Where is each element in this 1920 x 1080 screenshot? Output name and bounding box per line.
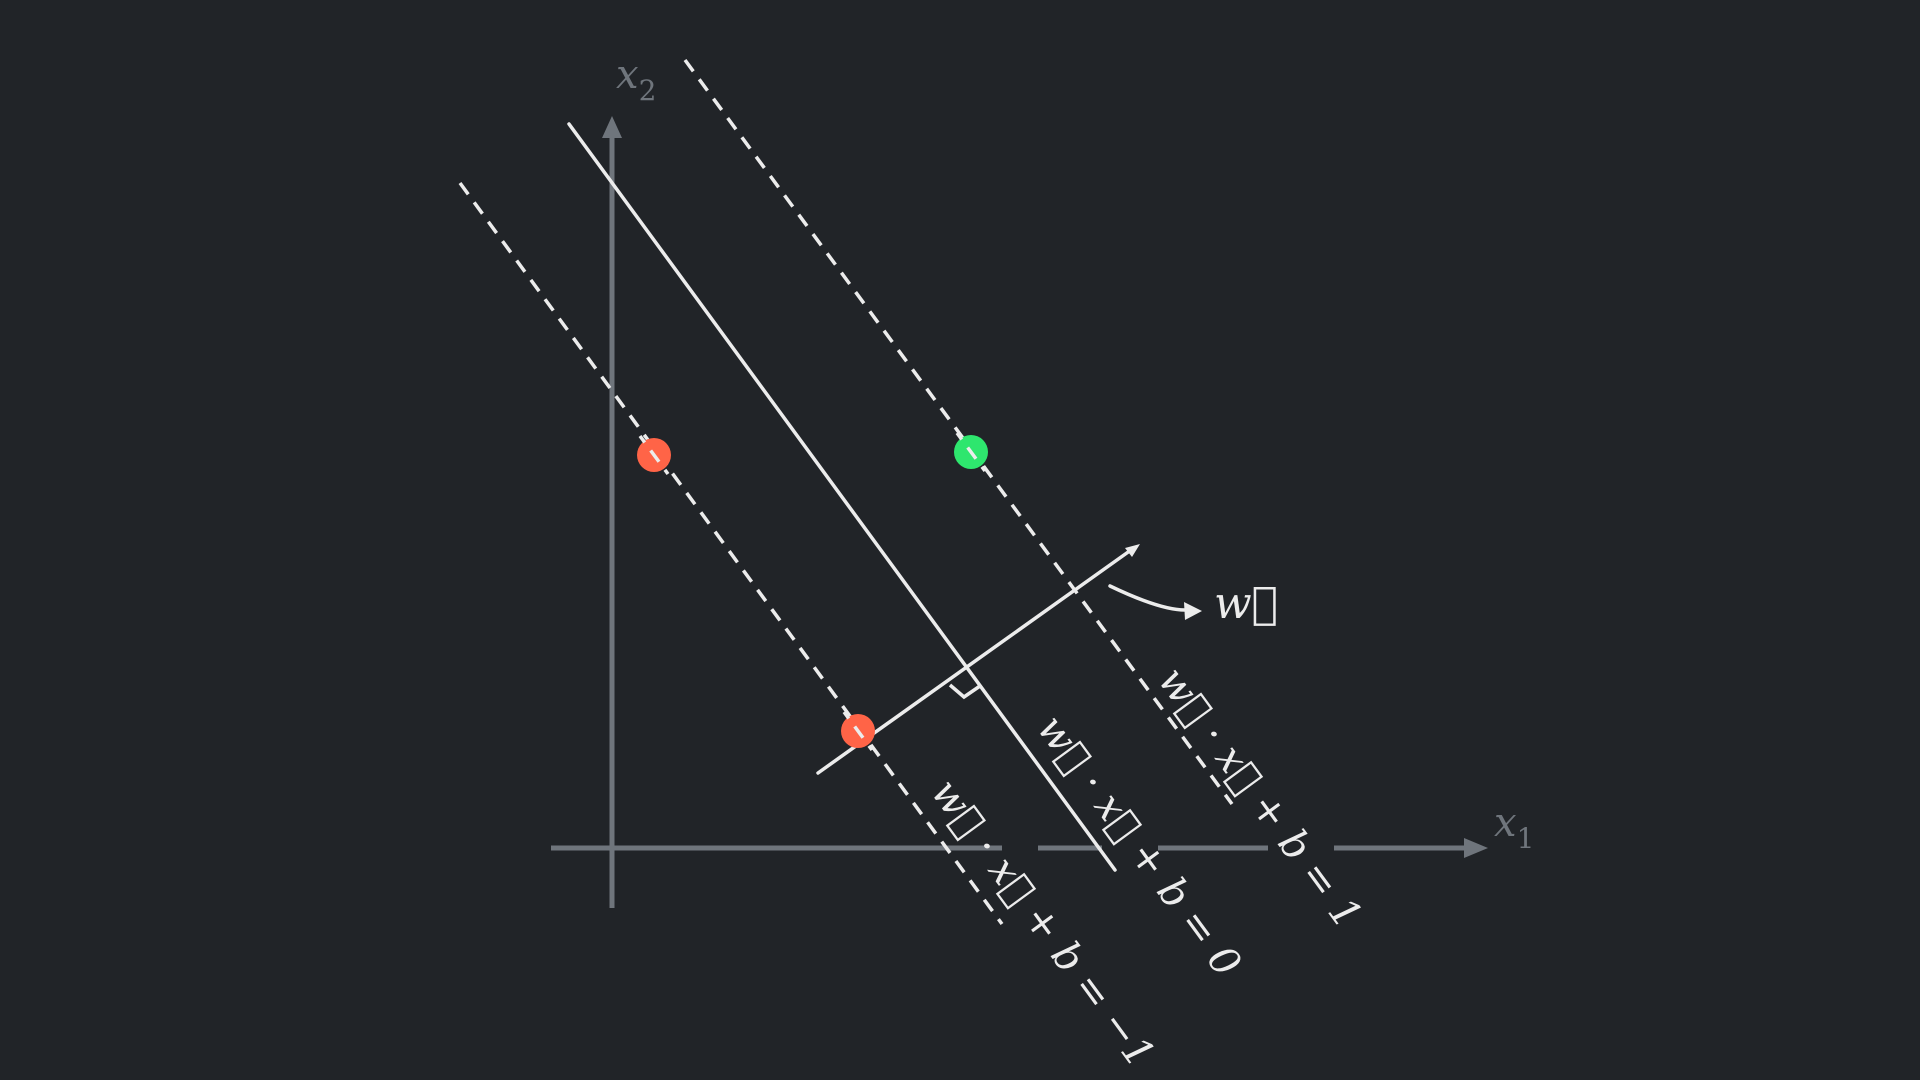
- negative-margin-line: [458, 181, 1004, 926]
- positive-point-crossing: [955, 431, 987, 473]
- right-angle-icon: [948, 683, 981, 700]
- positive-margin-line: [683, 58, 1234, 806]
- x2-axis-arrow-icon: [602, 116, 622, 138]
- decision-boundary-line: [567, 122, 1117, 872]
- w-pointer-curve: [1108, 584, 1187, 612]
- x2-axis-label: x2: [616, 52, 656, 107]
- normal-vector-arrow-icon: [1125, 544, 1140, 557]
- negative-point-bottom-crossing: [842, 710, 874, 752]
- axis-gap-left: [1002, 838, 1038, 860]
- w-pointer-arrow-icon: [1184, 602, 1202, 620]
- axis-gap-center: [1102, 838, 1158, 860]
- x1-axis-arrow-icon: [1464, 838, 1488, 858]
- x1-axis-label: x1: [1494, 800, 1534, 855]
- axis-gap-right: [1268, 838, 1334, 860]
- negative-point-top-crossing: [638, 434, 670, 476]
- w-vector-label: w⃗: [1214, 578, 1278, 629]
